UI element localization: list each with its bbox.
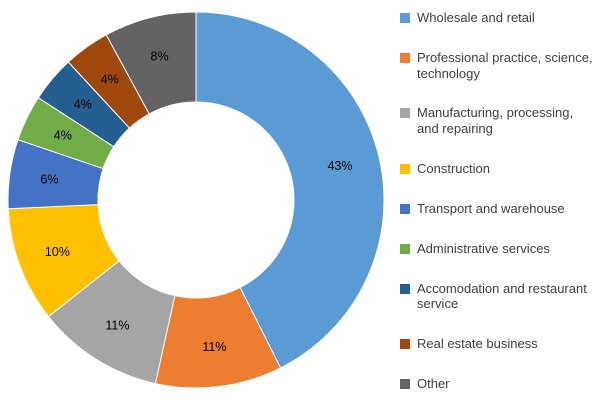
legend-label: Professional practice, science, technolo… — [417, 49, 593, 81]
legend-item-professional-practice-science-technology: Professional practice, science, technolo… — [400, 50, 598, 82]
legend-item-accomodation-and-restaurant-service: Accomodation and restaurant service — [400, 281, 598, 313]
legend-label: Accomodation and restaurant service — [417, 280, 587, 312]
slice-label-manufacturing-processing-and-repairing: 11% — [105, 318, 129, 332]
legend-swatch — [400, 203, 410, 214]
chart-legend: Wholesale and retail Professional practic… — [400, 0, 602, 400]
legend-item-real-estate-business: Real estate business — [400, 336, 598, 352]
legend-swatch — [400, 13, 410, 23]
legend-label: Real estate business — [417, 336, 538, 352]
legend-swatch — [400, 164, 410, 175]
legend-item-construction: Construction — [400, 161, 598, 177]
slice-label-administrative-services: 4% — [54, 128, 72, 142]
donut-chart: 43% 11% 11% 10% 6% 4% 4% 4% 8% — [7, 11, 385, 389]
legend-label: Transport and warehouse — [417, 200, 565, 216]
legend-label: Wholesale and retail — [417, 10, 535, 25]
donut-slice-other — [105, 11, 197, 115]
legend-swatch — [400, 108, 410, 119]
legend-item-manufacturing-processing-and-repairing: Manufacturing, processing, and repairing — [400, 105, 598, 137]
legend-item-other: Other — [400, 376, 598, 392]
legend-label: Other — [417, 376, 450, 392]
legend-swatch — [400, 379, 410, 390]
slice-label-wholesale-and-retail: 43% — [327, 159, 352, 173]
legend-label: Construction — [417, 161, 490, 177]
legend-swatch — [400, 52, 410, 63]
slice-label-professional-practice-science-technology: 11% — [202, 340, 226, 354]
legend-label: Administrative services — [417, 240, 550, 256]
legend-item-wholesale-and-retail: Wholesale and retail — [400, 10, 598, 26]
donut-chart-svg: 43% 11% 11% 10% 6% 4% 4% 4% 8% — [7, 11, 385, 389]
legend-label: Manufacturing, processing, and repairing — [417, 105, 574, 137]
legend-item-transport-and-warehouse: Transport and warehouse — [400, 201, 598, 217]
slice-label-other: 8% — [151, 50, 169, 64]
legend-swatch — [400, 339, 410, 350]
slice-label-real-estate-business: 4% — [101, 73, 119, 87]
legend-swatch — [400, 243, 410, 254]
legend-swatch — [400, 283, 410, 294]
slice-label-accomodation-and-restaurant-service: 4% — [74, 98, 92, 112]
slice-label-transport-and-warehouse: 6% — [40, 172, 58, 186]
donut-slice-wholesale-and-retail — [195, 11, 385, 369]
legend-item-administrative-services: Administrative services — [400, 241, 598, 257]
slice-label-construction: 10% — [45, 245, 70, 259]
